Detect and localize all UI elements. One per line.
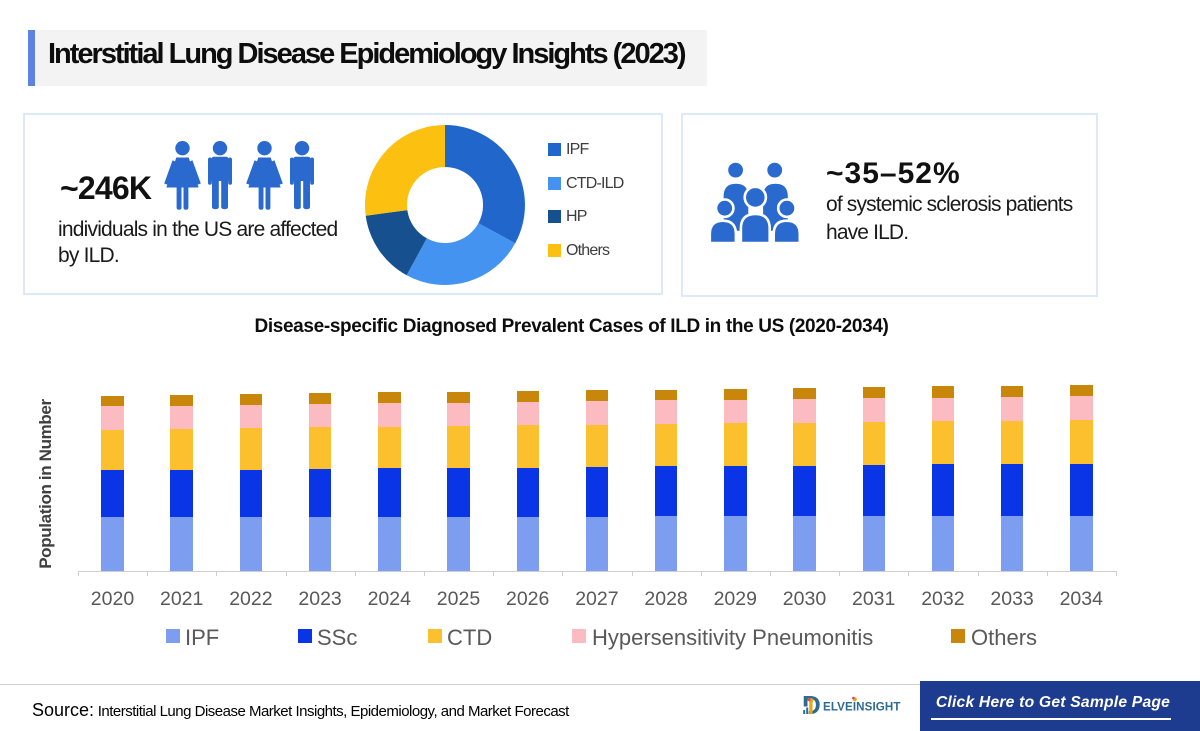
svg-text:ELVEINSIGHT: ELVEINSIGHT bbox=[823, 701, 901, 714]
